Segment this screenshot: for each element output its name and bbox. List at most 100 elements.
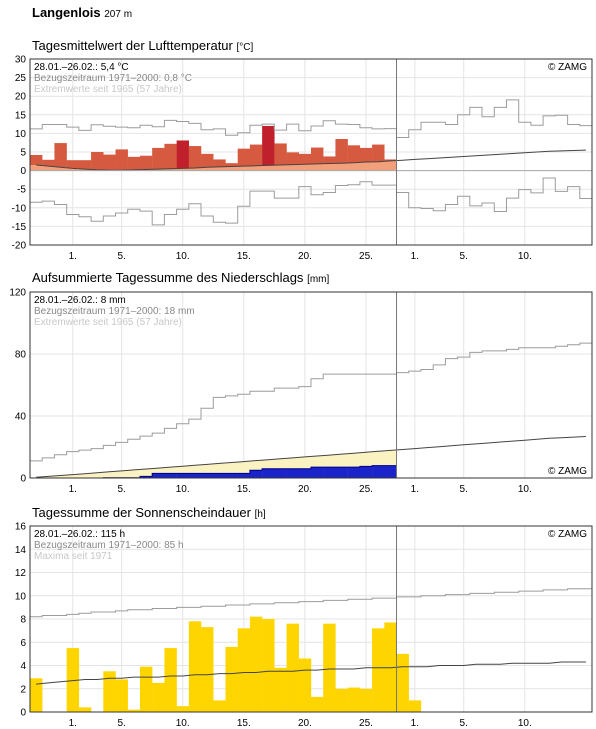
reference-part-bar [164,168,177,171]
anomaly-bar [225,163,238,167]
anomaly-bar [139,155,153,170]
precip-bar [164,473,177,478]
info-extremes: Extremwerte seit 1965 (57 Jahre) [34,84,182,95]
x-tick-label: 5. [117,251,125,262]
x-tick-label: 25. [359,251,373,262]
max-extreme-line [30,588,592,618]
reference-part-bar [298,164,312,171]
sunshine-bar [347,687,361,712]
reference-part-bar [54,167,67,171]
precip-bar [347,467,361,478]
sunshine-bar [408,700,422,712]
sunshine-title: Tagessumme der Sonnenscheindauer [32,505,251,520]
temperature-title: Tagesmittelwert der Lufttemperatur [32,38,233,53]
plot-frame [29,58,593,246]
anomaly-bar [323,156,336,164]
precip-bar [384,465,397,478]
sunshine-bar [139,666,153,712]
anomaly-bar [347,145,361,163]
deficit-area [262,459,275,469]
reference-part-bar [384,160,397,171]
anomaly-bar [311,147,324,164]
reference-line [36,149,586,171]
precip-bar [213,473,226,478]
plot-frame [29,291,593,479]
sunshine-unit: [h] [254,509,266,520]
sunshine-bar [176,706,190,712]
deficit-area [249,460,263,471]
x-tick-label: 25. [359,484,373,495]
y-tick-label: 80 [15,350,27,361]
x-tick-label: 5. [460,251,468,262]
precip-bar [188,473,202,478]
anomaly-bar [91,152,104,170]
deficit-area [335,454,348,468]
sunshine-bar [152,682,165,712]
anomaly-bar [372,144,385,162]
copyright-label: © ZAMG [548,529,587,540]
y-tick-label: 10 [15,591,27,602]
precip-bar [359,466,373,478]
precipitation-unit: [mm] [307,274,330,285]
deficit-area [237,461,251,474]
y-tick-label: 0 [20,708,26,719]
x-tick-label: 15. [237,484,251,495]
x-tick-label: 20. [298,251,312,262]
x-tick-label: 1. [69,484,77,495]
reference-part-bar [225,166,238,171]
precip-bar [274,468,287,478]
deficit-area [42,476,55,478]
precip-bar [372,465,385,478]
sunshine-bar [372,628,385,712]
x-tick-label: 20. [298,484,312,495]
deficit-area [201,464,214,474]
sunshine-bar [335,688,348,712]
anomaly-bar [237,148,251,167]
sunshine-bar [396,653,409,712]
reference-part-bar [262,165,275,171]
station-name: Langenlois [32,5,101,20]
sunshine-bar [237,628,251,712]
anomaly-bar [30,154,43,166]
reference-part-bar [30,165,43,171]
deficit-area [225,462,238,474]
anomaly-bar [384,159,397,161]
sunshine-bar [286,623,299,712]
reference-part-bar [139,169,153,171]
sunshine-bar [115,679,128,712]
reference-part-bar [42,166,55,171]
sunshine-bar [249,616,263,712]
y-tick-label: 40 [15,412,27,423]
sunshine-bar [311,696,324,712]
precip-bar [323,467,336,478]
deficit-area [54,475,67,478]
y-tick-label: 10 [15,129,27,140]
x-tick-label: 15. [237,718,251,729]
y-tick-label: 0 [20,474,26,485]
reference-line [36,436,586,478]
info-reference: Bezugszeitraum 1971–2000: 0,8 °C [34,73,192,84]
x-tick-label: 5. [117,484,125,495]
deficit-area [323,455,336,468]
anomaly-bar [262,125,275,166]
anomaly-bar [298,153,312,165]
x-tick-label: 10. [518,251,532,262]
sunshine-bar [78,707,92,712]
sunshine-bar [66,648,80,712]
info-current: 28.01.–26.02.: 115 h [34,529,125,540]
precip-bar [262,468,275,478]
precip-bar [298,468,312,478]
info-reference: Bezugszeitraum 1971–2000: 18 mm [34,306,195,317]
anomaly-bar [213,159,226,167]
y-tick-label: 15 [15,110,27,121]
reference-part-bar [213,166,226,171]
reference-part-bar [152,169,165,171]
anomaly-bar [188,146,202,168]
y-tick-label: 25 [15,73,27,84]
sunshine-bar [384,622,397,712]
deficit-area [286,457,299,469]
min-extreme-line [30,177,592,226]
sunshine-bar [262,619,275,712]
y-tick-label: 6 [20,638,26,649]
sunshine-bar [225,646,238,712]
